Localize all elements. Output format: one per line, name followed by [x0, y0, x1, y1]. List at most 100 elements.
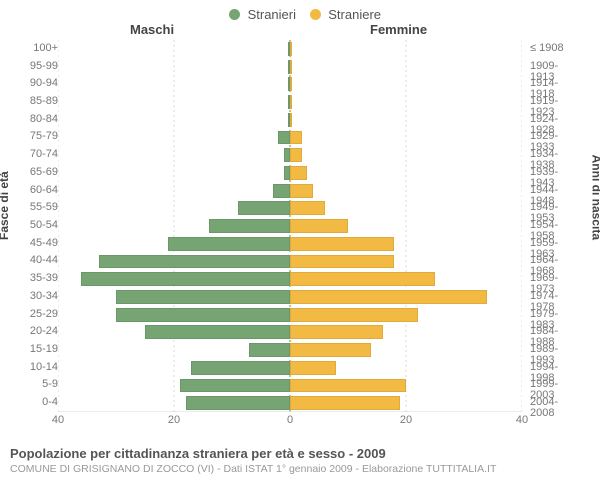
bar-row [58, 129, 290, 147]
male-bar [249, 343, 290, 357]
bar-row [58, 253, 290, 271]
age-label: 25-29 [6, 309, 58, 320]
age-label: 0-4 [6, 397, 58, 408]
female-bar [290, 166, 307, 180]
bar-row [58, 270, 290, 288]
bar-row [290, 40, 522, 58]
chart-footer: Popolazione per cittadinanza straniera p… [0, 442, 600, 475]
female-bar [290, 42, 292, 56]
female-bar [290, 201, 325, 215]
bar-row [290, 253, 522, 271]
legend-label-male: Stranieri [248, 7, 296, 22]
age-label: 5-9 [6, 379, 58, 390]
age-label: 55-59 [6, 202, 58, 213]
age-label: 80-84 [6, 114, 58, 125]
bar-row [290, 341, 522, 359]
bar-row [290, 93, 522, 111]
age-label: 95-99 [6, 61, 58, 72]
bar-row [58, 359, 290, 377]
bar-row [58, 306, 290, 324]
age-label: 30-34 [6, 291, 58, 302]
bar-row [290, 377, 522, 395]
bar-row [290, 306, 522, 324]
male-bar [180, 379, 290, 393]
bar-row [58, 394, 290, 412]
bar-row [290, 129, 522, 147]
y-axis-title-right: Anni di nascita [589, 155, 600, 240]
bar-row [58, 199, 290, 217]
age-label: 20-24 [6, 326, 58, 337]
bar-row [58, 93, 290, 111]
female-bar [290, 361, 336, 375]
year-labels: 2004-20081999-20031994-19981989-19931984… [530, 40, 582, 412]
bar-row [290, 323, 522, 341]
female-bar [290, 95, 292, 109]
age-label: 60-64 [6, 185, 58, 196]
section-titles: Maschi Femmine [0, 22, 600, 40]
age-label: 50-54 [6, 220, 58, 231]
plot-area [58, 40, 522, 412]
female-bar [290, 131, 302, 145]
female-bar [290, 219, 348, 233]
male-bar [186, 396, 290, 410]
bar-row [58, 323, 290, 341]
bar-row [58, 377, 290, 395]
x-tick: 20 [400, 414, 412, 426]
male-bar [209, 219, 290, 233]
age-label: 90-94 [6, 78, 58, 89]
age-label: 75-79 [6, 131, 58, 142]
column-title-female: Femmine [370, 22, 427, 37]
female-bar [290, 237, 394, 251]
male-bar [116, 308, 290, 322]
age-label: 70-74 [6, 149, 58, 160]
bar-row [290, 394, 522, 412]
female-bar [290, 255, 394, 269]
x-tick: 0 [287, 414, 293, 426]
bar-row [58, 217, 290, 235]
bar-row [58, 58, 290, 76]
female-bar [290, 308, 418, 322]
age-label: 65-69 [6, 167, 58, 178]
age-label: 35-39 [6, 273, 58, 284]
legend: Stranieri Straniere [0, 0, 600, 22]
column-title-male: Maschi [130, 22, 174, 37]
female-bar [290, 272, 435, 286]
male-bar [99, 255, 290, 269]
x-tick: 40 [516, 414, 528, 426]
male-bar [168, 237, 290, 251]
age-label: 10-14 [6, 362, 58, 373]
male-bar [238, 201, 290, 215]
age-label: 45-49 [6, 238, 58, 249]
female-bar [290, 379, 406, 393]
bar-row [58, 341, 290, 359]
female-bar [290, 77, 292, 91]
bar-row [290, 111, 522, 129]
legend-swatch-female [310, 9, 321, 20]
age-labels: 0-45-910-1415-1920-2425-2930-3435-3940-4… [6, 40, 58, 412]
x-tick: 20 [168, 414, 180, 426]
bar-row [290, 359, 522, 377]
x-axis: 402002040 [58, 414, 522, 430]
bar-row [290, 164, 522, 182]
bar-row [58, 164, 290, 182]
bar-row [58, 40, 290, 58]
age-label: 85-89 [6, 96, 58, 107]
male-bar [116, 290, 290, 304]
bar-row [290, 75, 522, 93]
female-bar [290, 184, 313, 198]
bar-row [290, 288, 522, 306]
pyramid-chart: Fasce di età Anni di nascita 0-45-910-14… [0, 40, 600, 440]
male-bars [58, 40, 290, 412]
bar-row [58, 75, 290, 93]
male-bar [81, 272, 290, 286]
female-bar [290, 148, 302, 162]
bar-row [290, 182, 522, 200]
year-label: 1909-1913 [530, 61, 582, 83]
bar-row [290, 235, 522, 253]
male-bar [278, 131, 290, 145]
age-label: 15-19 [6, 344, 58, 355]
female-bar [290, 113, 292, 127]
bar-row [58, 146, 290, 164]
male-bar [273, 184, 290, 198]
bar-row [290, 217, 522, 235]
